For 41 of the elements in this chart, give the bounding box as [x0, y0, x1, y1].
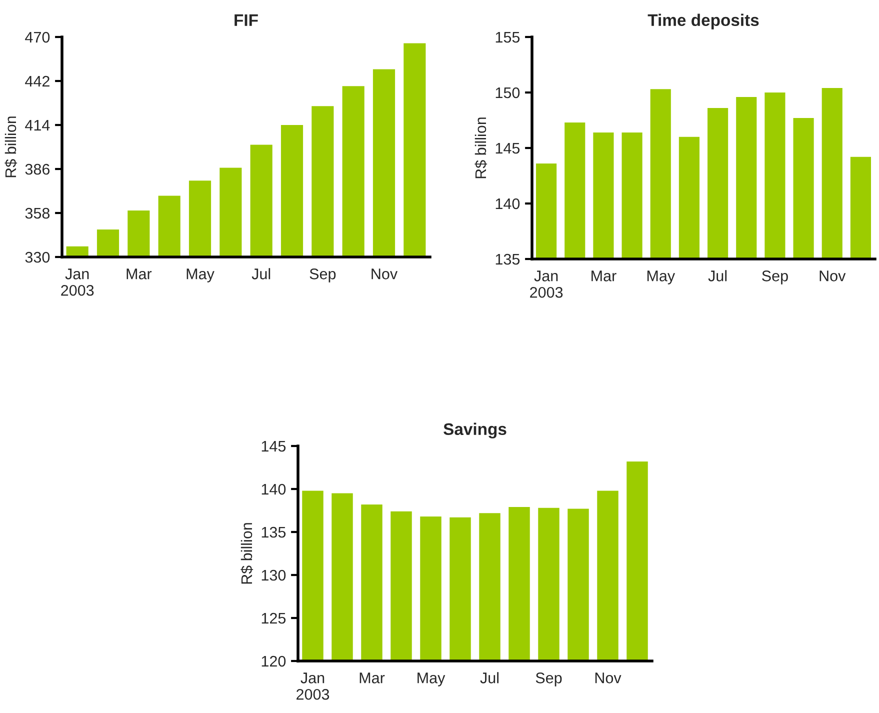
- x-tick-label: Jan 2003: [296, 672, 330, 700]
- x-tick-label: Nov: [372, 268, 398, 280]
- y-tick-label: 140: [496, 198, 520, 210]
- y-tick-label: 150: [496, 87, 520, 98]
- y-tick-label: 125: [262, 612, 286, 624]
- x-tick-label: Mar: [126, 268, 152, 280]
- y-tick-label: 145: [262, 441, 286, 452]
- x-tick-label: Nov: [595, 672, 622, 684]
- x-tick-label: Jan 2003: [530, 270, 563, 298]
- y-tick-label: 130: [262, 570, 286, 581]
- x-tick-label: Sep: [536, 672, 562, 686]
- chart-title: Time deposits: [648, 14, 759, 30]
- y-axis-title: R$ billion: [474, 118, 488, 178]
- y-axis-title: R$ billion: [4, 116, 18, 178]
- x-tick-label: Mar: [592, 270, 616, 282]
- chart-title: Savings: [444, 422, 506, 438]
- y-tick-label: 386: [25, 164, 50, 175]
- y-tick-label: 414: [25, 120, 50, 131]
- x-tick-label: May: [186, 268, 214, 282]
- y-tick-label: 330: [25, 252, 50, 263]
- y-tick-label: 135: [262, 526, 286, 538]
- y-tick-label: 358: [25, 208, 50, 219]
- x-tick-label: Jan 2003: [61, 268, 94, 296]
- x-tick-label: Jul: [252, 268, 270, 280]
- y-tick-label: 145: [496, 143, 520, 154]
- y-tick-label: 155: [496, 32, 520, 43]
- x-tick-label: Sep: [762, 270, 788, 284]
- y-axis-title: R$ billion: [240, 523, 254, 584]
- x-tick-label: Mar: [360, 672, 385, 684]
- x-tick-label: May: [418, 672, 446, 686]
- y-tick-label: 442: [25, 76, 50, 87]
- x-tick-label: Sep: [310, 268, 336, 282]
- y-tick-label: 140: [262, 484, 286, 495]
- y-tick-label: 135: [496, 254, 520, 265]
- y-tick-label: 120: [262, 656, 286, 667]
- x-tick-label: Nov: [820, 270, 846, 282]
- x-tick-label: May: [647, 270, 676, 284]
- y-tick-label: 470: [25, 32, 50, 43]
- x-tick-label: Jul: [708, 270, 727, 282]
- x-tick-label: Jul: [480, 672, 498, 684]
- chart-title: FIF: [234, 14, 258, 26]
